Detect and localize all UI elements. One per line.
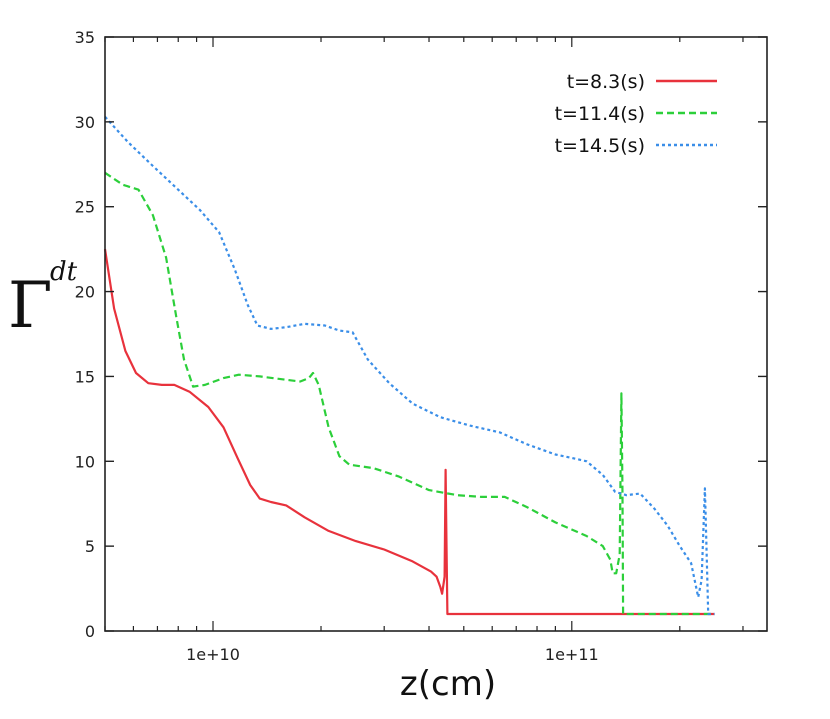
series-line-2 (104, 171, 715, 616)
y-tick-label: 15 (75, 367, 95, 386)
y-tick-label: 35 (75, 28, 95, 47)
axis-ticks: 0 5 10 15 20 25 30 35 1e+10 1e+11 (75, 28, 767, 664)
legend-label: t=11.4(s) (555, 103, 645, 125)
legend-label: t=8.3(s) (567, 71, 645, 93)
x-tick-label: 1e+11 (545, 645, 599, 664)
y-tick-label: 30 (75, 113, 95, 132)
series-line-1 (103, 248, 715, 616)
y-axis-label-subscript: dt (50, 257, 78, 287)
x-axis-label: z(cm) (400, 664, 496, 704)
y-tick-label: 10 (75, 452, 95, 471)
y-axis-label: Γ (8, 269, 52, 343)
legend-label: t=14.5(s) (555, 135, 645, 157)
legend: t=8.3(s) t=11.4(s) t=14.5(s) (555, 71, 717, 157)
y-tick-label: 25 (75, 198, 95, 217)
plot-frame (104, 36, 768, 632)
y-tick-label: 5 (85, 537, 95, 556)
y-tick-label: 0 (85, 622, 95, 641)
y-axis-label-group: Γ dt (8, 257, 78, 343)
plot-area (103, 116, 715, 616)
series-line-3 (104, 116, 715, 616)
x-tick-label: 1e+10 (186, 645, 240, 664)
y-tick-label: 20 (75, 283, 95, 302)
